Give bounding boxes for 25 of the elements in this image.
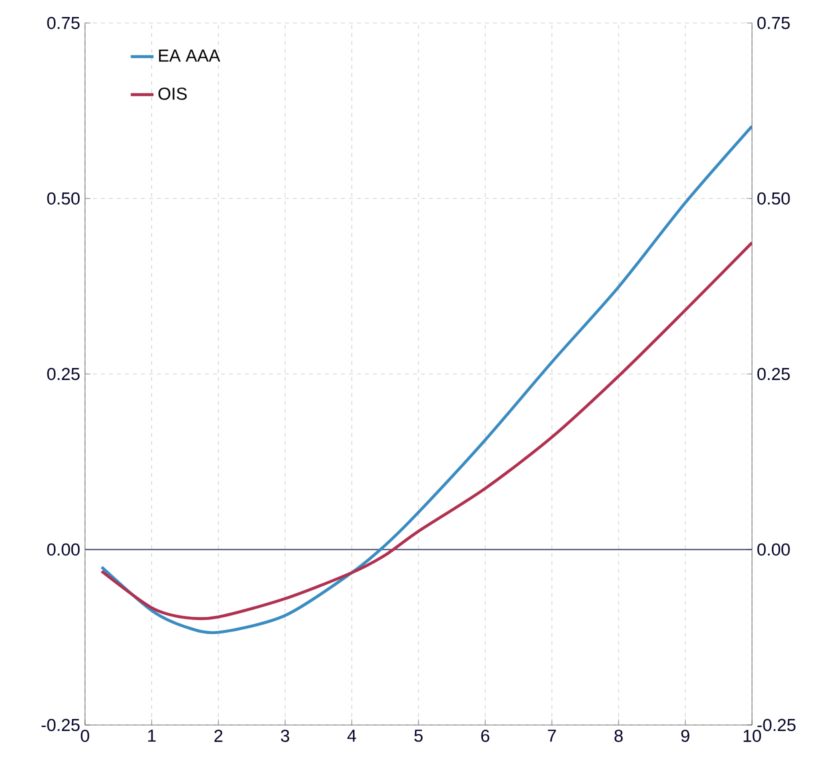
x-tick-label: 4 <box>347 730 356 742</box>
x-tick-label: 6 <box>481 730 490 742</box>
x-tick-label: 7 <box>548 730 556 742</box>
y-tick-label: 0.50 <box>47 192 80 205</box>
x-tick-label: 0 <box>80 730 90 742</box>
line-series <box>100 124 752 634</box>
y2-tick-label: 0.50 <box>757 192 790 205</box>
y2-tick-label: 0.25 <box>757 368 790 380</box>
y2-tick-label: 0.00 <box>757 543 790 556</box>
x-tick-label: 10 <box>744 730 761 742</box>
y2-tick-label: 0.75 <box>757 16 790 30</box>
y2-tick-label: -0.25 <box>758 718 796 732</box>
x-tick-label: 8 <box>614 730 623 742</box>
legend-label: OIS <box>158 88 187 100</box>
legend-label: EA AAA <box>159 50 220 62</box>
x-tick-label: 3 <box>280 730 290 742</box>
y-tick-label: 0.00 <box>47 543 80 556</box>
y-tick-label: 0.25 <box>47 368 80 380</box>
x-tick-label: 9 <box>681 730 690 742</box>
line-series <box>100 241 752 620</box>
x-tick-label: 1 <box>148 730 156 742</box>
y-tick-label: 0.75 <box>47 16 80 30</box>
x-tick-label: 2 <box>214 730 222 742</box>
y-tick-label: -0.25 <box>42 718 80 732</box>
x-tick-label: 5 <box>414 730 423 742</box>
